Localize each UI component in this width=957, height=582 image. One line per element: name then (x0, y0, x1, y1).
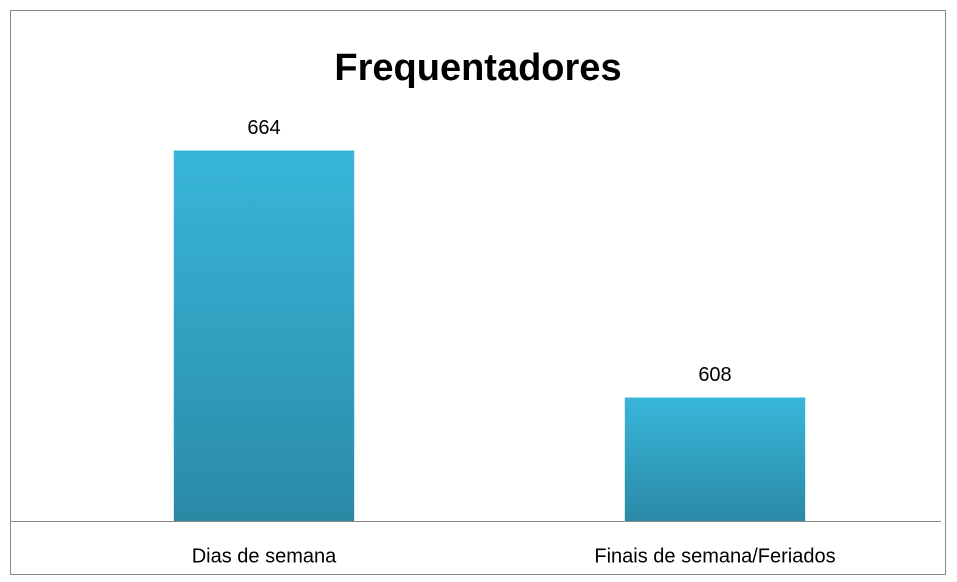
chart-title: Frequentadores (334, 47, 621, 89)
bar (173, 150, 355, 521)
x-tick-label: Dias de semana (192, 545, 337, 567)
chart-frame (10, 10, 946, 575)
data-label: 608 (698, 364, 731, 386)
data-label: 664 (247, 117, 280, 139)
x-tick-label: Finais de semana/Feriados (594, 545, 835, 567)
bar (624, 397, 806, 521)
